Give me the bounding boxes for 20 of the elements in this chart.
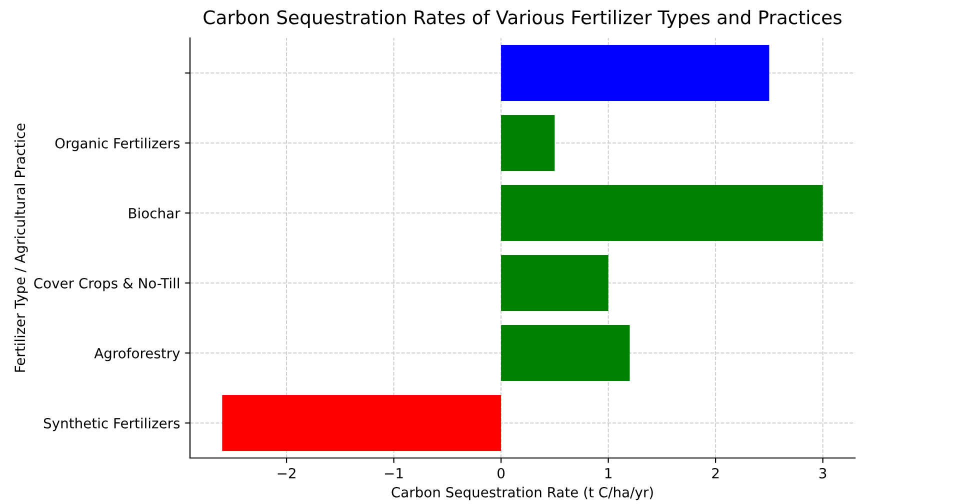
x-tick-label: −1: [385, 468, 403, 478]
x-tick-label: 1: [605, 468, 612, 478]
bar: [501, 115, 555, 171]
y-tick-label: Synthetic Fertilizers: [44, 418, 180, 432]
bar: [222, 395, 502, 451]
chart-title: Carbon Sequestration Rates of Various Fertilizer Types and Practices: [204, 10, 842, 28]
x-tick-label: −2: [278, 468, 296, 478]
x-tick-label: 3: [819, 468, 826, 478]
y-axis-title: Fertilizer Type / Agricultural Practice: [14, 124, 28, 372]
y-tick-label: Agroforestry: [94, 348, 180, 362]
x-axis-title: Carbon Sequestration Rate (t C/ha/yr): [392, 486, 653, 500]
x-tick-label: 0: [498, 468, 505, 478]
bar: [501, 255, 608, 311]
y-tick-label: Cover Crops & No-Till: [34, 278, 179, 292]
bar: [501, 325, 630, 381]
bar: [501, 45, 770, 101]
y-tick-label: Biochar: [129, 208, 180, 218]
x-tick-label: 2: [712, 468, 719, 478]
y-tick-label: Organic Fertilizers: [55, 138, 180, 152]
bar: [501, 185, 823, 241]
